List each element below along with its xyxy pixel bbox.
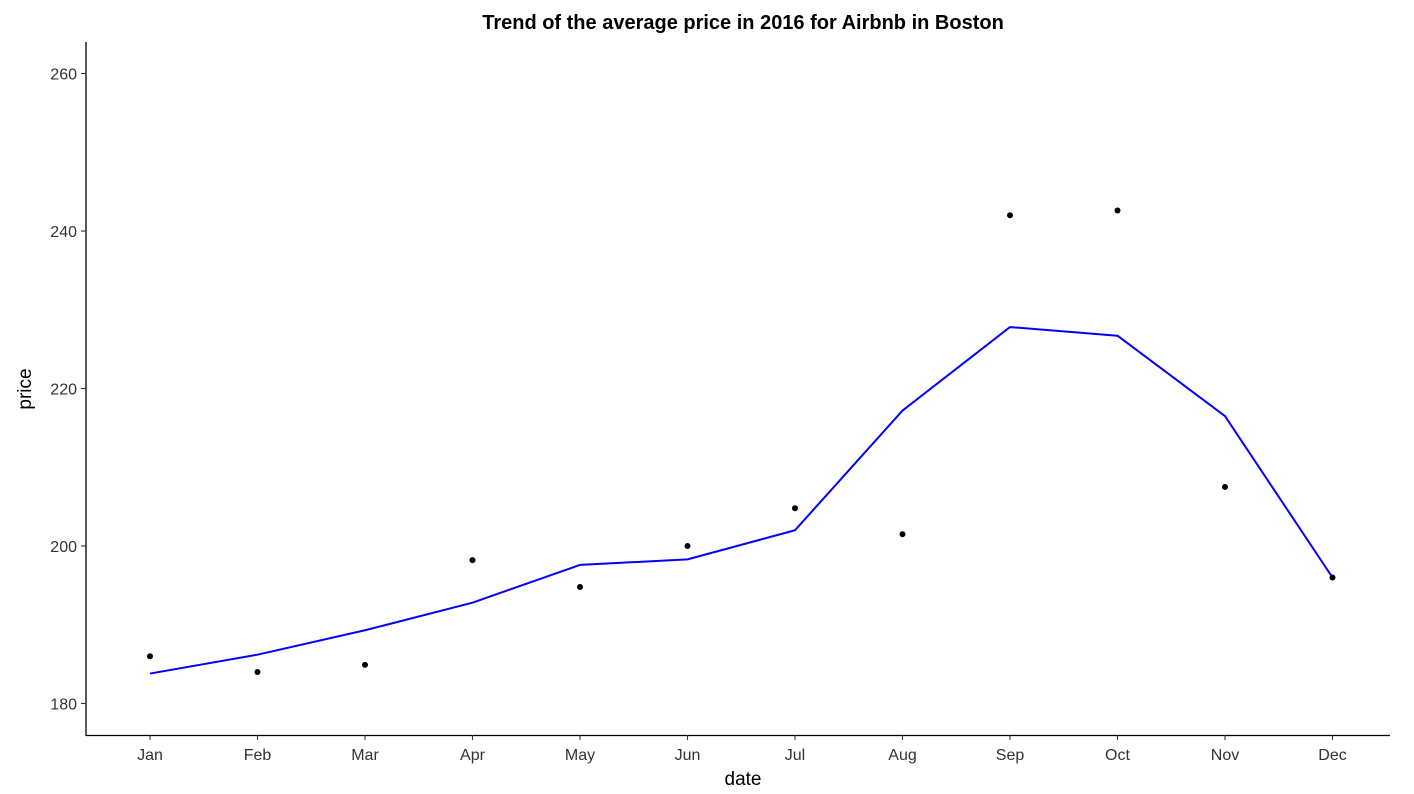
y-tick-label: 240 [50,224,77,241]
data-point-aug [899,531,906,538]
y-tick-label: 220 [50,382,77,399]
data-point-feb [254,669,261,675]
data-point-oct [1114,207,1121,214]
x-tick-label: Dec [1318,747,1346,764]
y-axis-title: price [15,368,36,409]
x-tick-label: May [565,747,595,764]
x-tick-label: Jun [675,747,701,764]
data-point-dec [1329,574,1336,581]
plot-area [147,207,1336,675]
data-point-jan [147,653,153,660]
data-point-sep [1007,212,1013,219]
data-point-nov [1222,483,1228,490]
x-tick-label: Nov [1211,747,1239,764]
y-tick-label: 180 [50,697,77,714]
data-point-mar [362,661,368,668]
x-axis: Jan Feb Mar Apr May Jun Jul Aug Sep Oct Nov Dec [137,735,1347,764]
y-tick-label: 260 [50,67,77,84]
data-point-jul [792,505,798,512]
x-tick-label: Aug [888,747,916,764]
x-tick-label: Apr [460,747,486,764]
data-point-jun [684,543,691,549]
x-axis-title: date [725,769,762,790]
data-point-apr [469,557,476,564]
data-point-may [577,583,583,590]
x-tick-label: Jul [785,747,805,764]
trend-line [149,326,1334,675]
x-tick-label: Jan [137,747,163,764]
y-axis: 180 200 220 240 260 [50,67,86,714]
x-tick-label: Mar [351,747,379,764]
y-tick-label: 200 [50,539,77,556]
x-tick-label: Oct [1105,747,1130,764]
x-tick-label: Feb [244,747,272,764]
chart-title: Trend of the average price in 2016 for A… [482,12,1004,34]
x-tick-label: Sep [996,747,1025,764]
